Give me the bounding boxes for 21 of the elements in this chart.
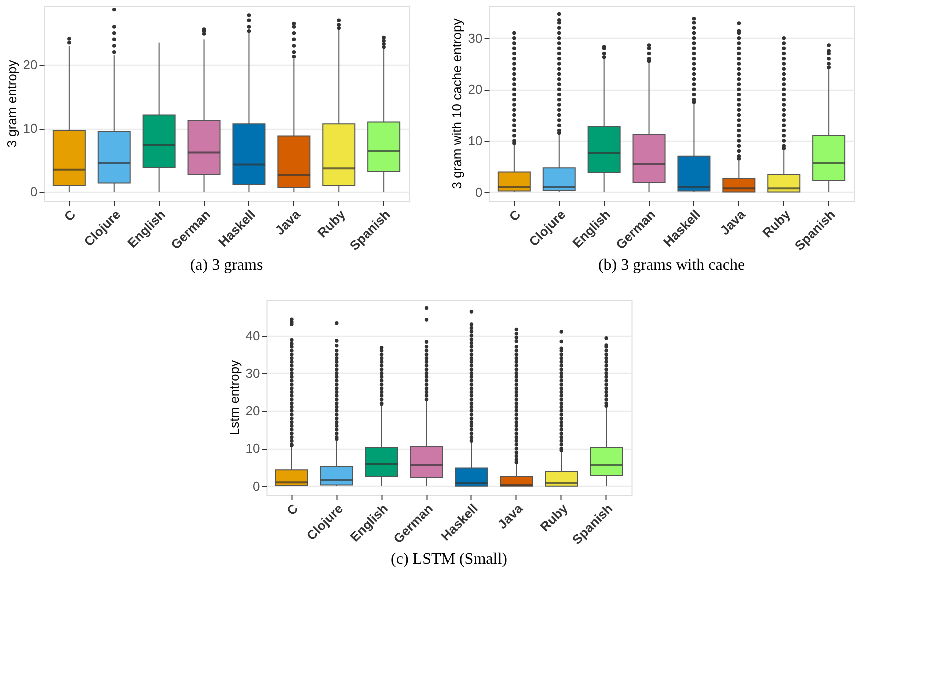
- x-tick-label: C: [506, 206, 524, 224]
- text: (b) 3 grams with cache: [598, 256, 746, 274]
- y-axis-title: 3 gram entropy: [4, 60, 20, 148]
- y-axis-title: Lstm entropy: [226, 360, 242, 436]
- text: (c) LSTM (Small): [391, 550, 508, 568]
- y-tick-label: 30: [468, 30, 483, 46]
- y-tick-label: 20: [468, 82, 483, 98]
- y-tick-label: 0: [30, 184, 38, 200]
- y-tick-label: 0: [253, 478, 260, 494]
- y-tick-label: 20: [246, 404, 260, 419]
- y-tick-label: 0: [476, 184, 483, 200]
- y-tick-label: 10: [246, 441, 260, 456]
- text: (a) 3 grams: [190, 256, 264, 274]
- y-tick-label: 40: [246, 328, 260, 344]
- x-tick-label: C: [284, 500, 302, 518]
- y-axis-title: 3 gram with 10 cache entropy: [449, 18, 464, 190]
- y-tick-label: 20: [23, 58, 38, 73]
- y-tick-label: 10: [23, 121, 38, 136]
- y-tick-label: 10: [468, 133, 483, 148]
- y-tick-label: 30: [246, 366, 260, 381]
- x-tick-label: C: [61, 206, 80, 224]
